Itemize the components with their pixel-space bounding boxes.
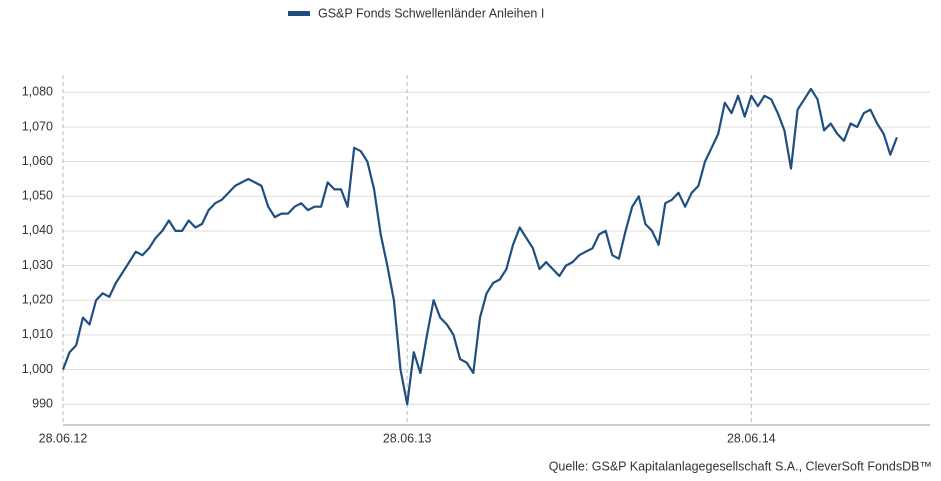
y-tick-label: 1,000 bbox=[22, 362, 53, 376]
y-tick-label: 1,050 bbox=[22, 189, 53, 203]
x-tick-label: 28.06.13 bbox=[383, 431, 432, 445]
y-tick-label: 1,010 bbox=[22, 327, 53, 341]
series-line bbox=[63, 89, 897, 404]
legend-label: GS&P Fonds Schwellenländer Anleihen I bbox=[318, 6, 544, 20]
y-tick-label: 1,080 bbox=[22, 85, 53, 99]
y-tick-label: 990 bbox=[32, 397, 53, 411]
chart: GS&P Fonds Schwellenländer Anleihen I Qu… bbox=[0, 0, 941, 481]
source-note: Quelle: GS&P Kapitalanlagegesellschaft S… bbox=[549, 459, 932, 473]
y-tick-label: 1,070 bbox=[22, 119, 53, 133]
x-tick-label: 28.06.14 bbox=[727, 431, 776, 445]
y-tick-label: 1,020 bbox=[22, 293, 53, 307]
x-tick-label: 28.06.12 bbox=[39, 431, 88, 445]
y-tick-label: 1,040 bbox=[22, 223, 53, 237]
y-tick-label: 1,060 bbox=[22, 154, 53, 168]
legend-swatch bbox=[288, 11, 310, 16]
y-tick-label: 1,030 bbox=[22, 258, 53, 272]
